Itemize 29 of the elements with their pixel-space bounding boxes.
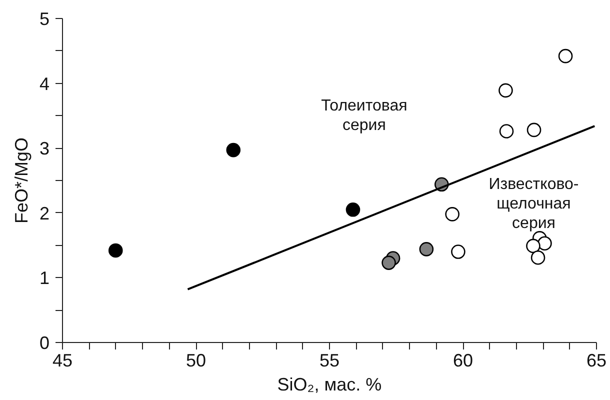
point — [558, 48, 573, 64]
x-axis-title: SiO₂, мас. % — [277, 374, 382, 394]
point — [526, 122, 542, 138]
point — [445, 207, 460, 222]
y-tick-label: 4 — [39, 74, 50, 94]
x-tick-label: 65 — [586, 350, 607, 370]
annotation: Толеитовая серия — [321, 97, 408, 134]
x-tick-label: 60 — [452, 350, 474, 370]
point — [538, 236, 552, 250]
y-tick-label: 1 — [39, 268, 50, 288]
point — [346, 202, 360, 217]
point — [498, 83, 513, 98]
point — [530, 250, 546, 265]
x-tick-label: 50 — [186, 350, 206, 370]
y-tick-label: 2 — [39, 203, 50, 224]
y-axis-title: FeO*/MgO — [11, 137, 32, 224]
point — [382, 256, 396, 270]
point — [499, 124, 514, 138]
y-tick-label: 0 — [39, 333, 50, 353]
point — [108, 243, 123, 258]
y-tick-label: 3 — [39, 138, 50, 159]
x-tick-label: 55 — [319, 350, 340, 370]
point — [419, 242, 434, 256]
annotation: Известково- щелочная серия — [488, 176, 579, 232]
point — [226, 142, 241, 158]
point — [451, 244, 466, 259]
point — [526, 238, 540, 254]
x-tick-label: 45 — [52, 350, 73, 370]
y-tick-label: 5 — [39, 9, 50, 29]
